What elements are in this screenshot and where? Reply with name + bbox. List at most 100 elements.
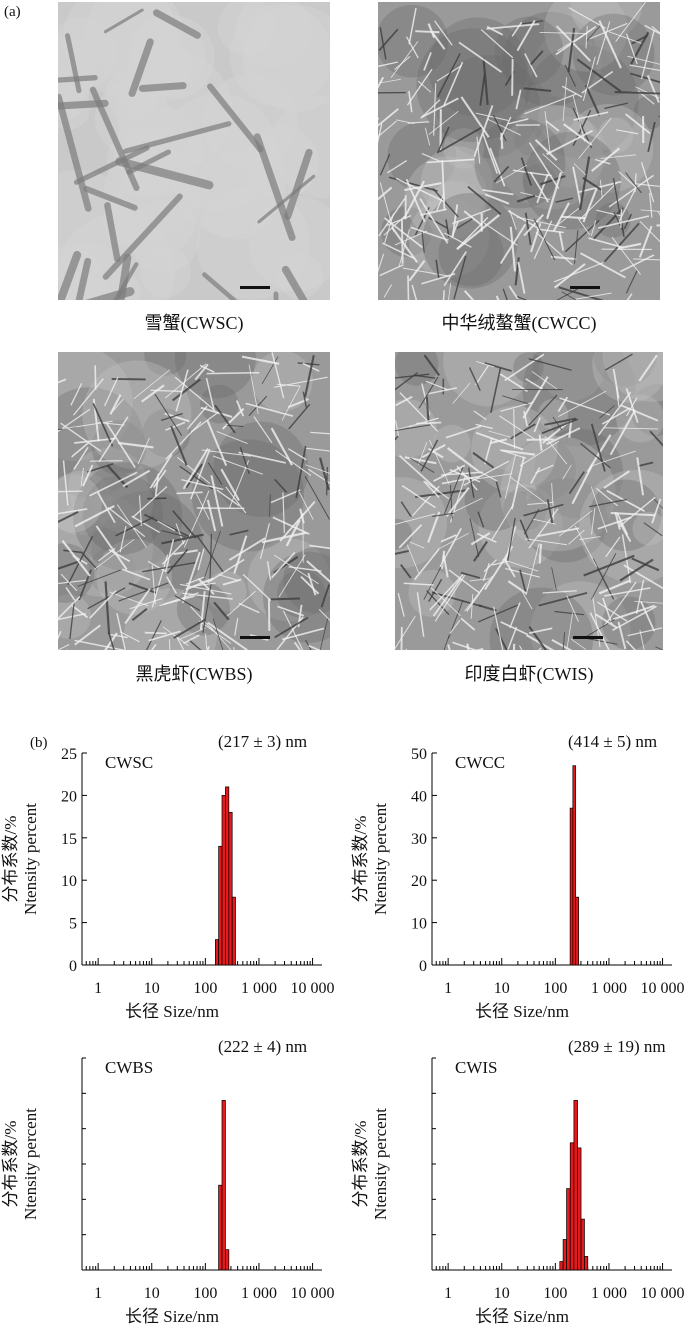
micrograph-whisker: [501, 133, 502, 149]
x-tick-label: 1: [444, 1285, 452, 1302]
x-tick-label: 1 000: [241, 1285, 277, 1302]
size-annotation: (414 ± 5) nm: [568, 732, 657, 751]
x-axis-label: 长径 Size/nm: [125, 1307, 219, 1326]
histogram-bar: [563, 1239, 566, 1270]
histogram-bar: [215, 940, 218, 965]
x-tick-label: 10 000: [641, 1285, 685, 1302]
scale-bar: [240, 636, 270, 639]
x-tick-label: 1: [94, 1285, 102, 1302]
micrograph-whisker: [408, 275, 409, 300]
y-axis-label-en: Ntensity percent: [21, 1108, 40, 1220]
micrograph-whisker: [378, 93, 406, 94]
micrograph-whisker: [207, 373, 260, 374]
y-axis-label-en: Ntensity percent: [21, 803, 40, 915]
histogram-bar: [225, 787, 228, 965]
histogram-bar: [222, 795, 225, 965]
y-tick-label: 15: [61, 831, 77, 848]
chart-cwis: 1 10 100 1 000 10 000 CWIS (289 ± 19) nm 长径 Siz…: [350, 1030, 700, 1335]
micrograph-fibril: [276, 294, 278, 300]
y-axis-label-en: Ntensity percent: [371, 1108, 390, 1220]
y-tick-label: 30: [411, 831, 427, 848]
x-tick-label: 10: [494, 1285, 510, 1302]
micrograph-cwcc: [378, 2, 660, 300]
scale-bar: [240, 286, 270, 289]
size-annotation: (217 ± 3) nm: [218, 732, 307, 751]
histogram-bar: [578, 1148, 582, 1270]
chart-cwbs: 1 10 100 1 000 10 000 CWBS (222 ± 4) nm 长径 Size…: [0, 1030, 350, 1335]
micrograph-shade: [200, 385, 239, 424]
x-tick-label: 1: [444, 980, 452, 997]
micrograph-cwbs: [58, 352, 330, 650]
histogram-bar: [225, 1250, 228, 1270]
histogram-bar: [567, 1189, 571, 1270]
y-axis-label-cn: 分布系数/%: [351, 816, 370, 903]
histogram-bar: [570, 808, 573, 965]
y-tick-label: 0: [419, 958, 427, 975]
histogram-bar: [581, 1219, 584, 1270]
y-axis-label-en: Ntensity percent: [371, 803, 390, 915]
x-tick-label: 10 000: [291, 1285, 335, 1302]
histogram-bar: [584, 1256, 587, 1270]
y-tick-label: 25: [61, 746, 77, 763]
histogram-bar: [560, 1262, 563, 1270]
chart-title: CWIS: [455, 1058, 498, 1077]
caption-cwsc: 雪蟹(CWSC): [58, 309, 330, 335]
histogram-bar: [229, 812, 232, 965]
x-tick-label: 100: [543, 980, 567, 997]
y-axis-label-cn: 分布系数/%: [1, 816, 20, 903]
x-axis-label: 长径 Size/nm: [475, 1002, 569, 1021]
histogram-bar: [574, 1100, 578, 1270]
x-tick-label: 100: [193, 980, 217, 997]
x-tick-label: 10: [494, 980, 510, 997]
micrograph-whisker: [402, 220, 403, 264]
histogram-bar: [573, 766, 576, 965]
micrograph-whisker: [271, 599, 300, 600]
caption-cwcc: 中华绒螯蟹(CWCC): [378, 309, 660, 335]
x-tick-label: 100: [193, 1285, 217, 1302]
scale-bar: [573, 636, 603, 639]
chart-title: CWSC: [105, 753, 153, 772]
micrograph-shade: [433, 425, 471, 463]
micrograph-whisker: [540, 544, 541, 564]
size-annotation: (222 ± 4) nm: [218, 1037, 307, 1056]
micrograph-whisker: [90, 461, 123, 462]
histogram-bar: [222, 1100, 225, 1270]
micrograph-cwis: [395, 352, 663, 650]
micrograph-fibril: [59, 103, 105, 106]
chart-title: CWBS: [105, 1058, 153, 1077]
x-tick-label: 1 000: [591, 1285, 627, 1302]
y-tick-label: 10: [61, 873, 77, 890]
caption-cwbs: 黑虎虾(CWBS): [58, 660, 330, 686]
y-tick-label: 50: [411, 746, 427, 763]
histogram-bar: [219, 846, 222, 965]
micrograph-whisker: [95, 365, 96, 389]
micrograph-shade: [203, 74, 298, 169]
x-tick-label: 100: [543, 1285, 567, 1302]
panel-a-label: (a): [4, 4, 21, 21]
y-tick-label: 5: [69, 916, 77, 933]
y-tick-label: 20: [411, 873, 427, 890]
micrograph-whisker: [621, 209, 622, 228]
x-tick-label: 10 000: [641, 980, 685, 997]
y-tick-label: 40: [411, 788, 427, 805]
y-tick-label: 10: [411, 916, 427, 933]
micrograph-whisker: [401, 627, 402, 650]
y-axis-label-cn: 分布系数/%: [351, 1121, 370, 1208]
x-axis-label: 长径 Size/nm: [475, 1307, 569, 1326]
x-tick-label: 10: [144, 1285, 160, 1302]
x-tick-label: 10 000: [291, 980, 335, 997]
histogram-bar: [232, 897, 235, 965]
x-axis-label: 长径 Size/nm: [125, 1002, 219, 1021]
x-tick-label: 1 000: [591, 980, 627, 997]
histogram-bar: [219, 1185, 222, 1270]
x-tick-label: 1 000: [241, 980, 277, 997]
x-tick-label: 1: [94, 980, 102, 997]
micrograph-cwsc: [58, 2, 330, 300]
caption-cwis: 印度白虾(CWIS): [395, 660, 663, 686]
y-tick-label: 0: [69, 958, 77, 975]
size-annotation: (289 ± 19) nm: [568, 1037, 666, 1056]
micrograph-whisker: [176, 492, 202, 493]
x-tick-label: 10: [144, 980, 160, 997]
